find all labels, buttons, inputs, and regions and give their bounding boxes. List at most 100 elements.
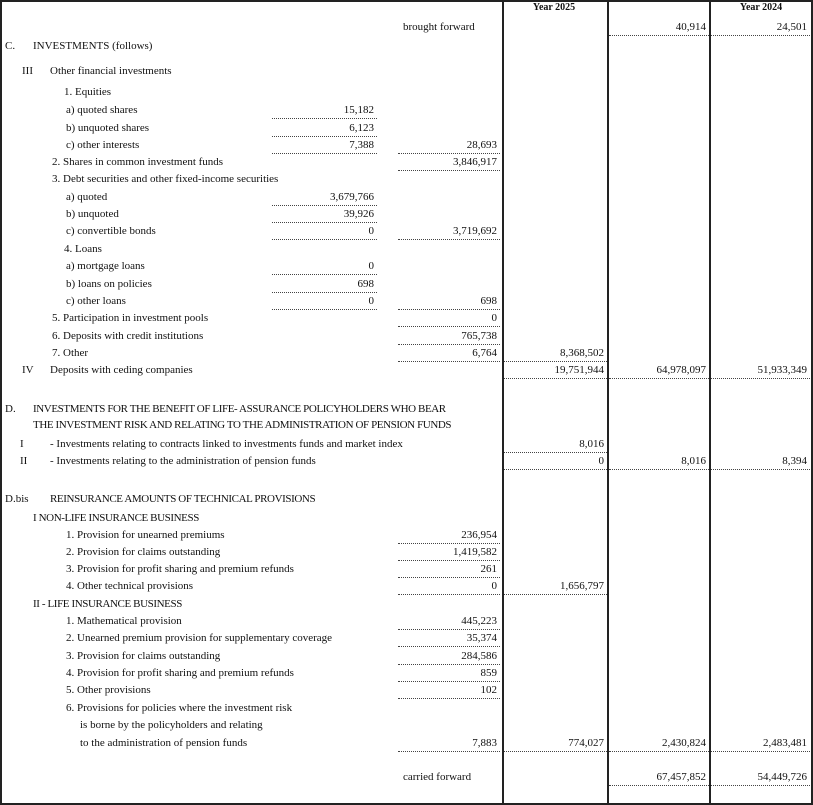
- row-label: 5. Other provisions: [66, 684, 151, 696]
- row-label: a) quoted: [66, 191, 108, 203]
- amount-b: 6,764: [398, 345, 500, 362]
- amount-a: 698: [272, 276, 377, 293]
- row-label: 2. Shares in common investment funds: [52, 156, 224, 168]
- row-label: carried forward: [403, 771, 472, 783]
- table-row: b) loans on policies 698: [0, 276, 813, 293]
- row-label: 1. Equities: [64, 86, 112, 98]
- table-row: 1. Provision for unearned premiums 236,95…: [0, 527, 813, 544]
- row-label: is borne by the policyholders and relati…: [80, 719, 263, 731]
- amount-a: 0: [272, 223, 377, 240]
- amount-b: 765,738: [398, 328, 500, 345]
- table-row: is borne by the policyholders and relati…: [0, 717, 813, 733]
- amount-d: 8,016: [609, 453, 709, 470]
- amount-b: 445,223: [398, 613, 500, 630]
- year-previous-header: Year 2024: [739, 2, 783, 13]
- table-row: THE INVESTMENT RISK AND RELATING TO THE …: [0, 417, 813, 433]
- amount-b: 28,693: [398, 137, 500, 154]
- row-number: III: [22, 65, 33, 77]
- amount-b: 698: [398, 293, 500, 310]
- row-number: II: [20, 455, 28, 467]
- table-row: 2. Provision for claims outstanding 1,419…: [0, 544, 813, 561]
- amount-b: 3,846,917: [398, 154, 500, 171]
- table-row: 5. Participation in investment pools 0: [0, 310, 813, 327]
- row-label: - Investments relating to contracts link…: [50, 438, 403, 450]
- row-label: Deposits with ceding companies: [50, 364, 193, 376]
- amount-b: 261: [398, 561, 500, 578]
- row-label: 6. Provisions for policies where the inv…: [66, 702, 293, 714]
- column-divider: [607, 0, 609, 805]
- row-label: b) unquoted shares: [66, 122, 150, 134]
- table-row: 4. Loans: [0, 241, 813, 257]
- amount-e: 24,501: [711, 19, 810, 36]
- row-label: 3. Debt securities and other fixed-incom…: [52, 173, 279, 185]
- row-label: 7. Other: [52, 347, 89, 359]
- amount-b: 1,419,582: [398, 544, 500, 561]
- amount-a: 6,123: [272, 120, 377, 137]
- row-number: IV: [22, 364, 34, 376]
- table-row: carried forward 67,457,852 54,449,726: [0, 769, 813, 786]
- table-row: 1. Mathematical provision 445,223: [0, 613, 813, 630]
- row-label: a) mortgage loans: [66, 260, 145, 272]
- table-row: C. INVESTMENTS (follows): [0, 38, 813, 54]
- table-row: II - LIFE INSURANCE BUSINESS: [0, 596, 813, 612]
- row-label: b) unquoted: [66, 208, 119, 220]
- table-row: a) mortgage loans 0: [0, 258, 813, 275]
- table-row: D. INVESTMENTS FOR THE BENEFIT OF LIFE- A…: [0, 401, 813, 417]
- table-row: I NON-LIFE INSURANCE BUSINESS: [0, 510, 813, 526]
- row-label: I NON-LIFE INSURANCE BUSINESS: [33, 512, 199, 524]
- amount-b: 236,954: [398, 527, 500, 544]
- row-label: 4. Other technical provisions: [66, 580, 194, 592]
- amount-e: 2,483,481: [711, 735, 810, 752]
- table-row: c) convertible bonds 0 3,719,692: [0, 223, 813, 240]
- table-row: II - Investments relating to the administ…: [0, 453, 813, 470]
- row-number: I: [20, 438, 24, 450]
- row-number: D.: [5, 403, 16, 415]
- amount-d: 2,430,824: [609, 735, 709, 752]
- row-label: REINSURANCE AMOUNTS OF TECHNICAL PROVISI…: [50, 493, 316, 505]
- row-label: 4. Loans: [64, 243, 102, 255]
- table-row: 4. Other technical provisions 0 1,656,797: [0, 578, 813, 595]
- row-label: Other financial investments: [50, 65, 172, 77]
- row-number: D.bis: [5, 493, 29, 505]
- amount-b: 0: [398, 578, 500, 595]
- table-row: IV Deposits with ceding companies 19,751,9…: [0, 362, 813, 379]
- amount-d: 67,457,852: [609, 769, 709, 786]
- amount-b: 859: [398, 665, 500, 682]
- row-label: II - LIFE INSURANCE BUSINESS: [33, 598, 182, 610]
- amount-a: 15,182: [272, 102, 377, 119]
- column-divider: [709, 0, 711, 805]
- row-label: c) convertible bonds: [66, 225, 156, 237]
- amount-e: 54,449,726: [711, 769, 810, 786]
- year-current-header: Year 2025: [532, 2, 576, 13]
- table-row: a) quoted 3,679,766: [0, 189, 813, 206]
- row-label: c) other interests: [66, 139, 140, 151]
- amount-b: 3,719,692: [398, 223, 500, 240]
- row-label: b) loans on policies: [66, 278, 152, 290]
- amount-b: 0: [398, 310, 500, 327]
- amount-b: 102: [398, 682, 500, 699]
- amount-e: 51,933,349: [711, 362, 810, 379]
- row-label: - Investments relating to the administra…: [50, 455, 316, 467]
- row-label: 2. Unearned premium provision for supple…: [66, 632, 333, 644]
- row-label: 3. Provision for claims outstanding: [66, 650, 221, 662]
- amount-a: 3,679,766: [272, 189, 377, 206]
- amount-c: 8,016: [504, 436, 607, 453]
- table-row: III Other financial investments: [0, 63, 813, 79]
- row-label: 6. Deposits with credit institutions: [52, 330, 204, 342]
- amount-e: 8,394: [711, 453, 810, 470]
- table-row: 2. Unearned premium provision for supple…: [0, 630, 813, 647]
- table-row: 4. Provision for profit sharing and prem…: [0, 665, 813, 682]
- table-row: 1. Equities: [0, 84, 813, 100]
- amount-b: 7,883: [398, 735, 500, 752]
- table-row: 3. Provision for profit sharing and prem…: [0, 561, 813, 578]
- amount-c: 19,751,944: [504, 362, 607, 379]
- table-row: 3. Debt securities and other fixed-incom…: [0, 171, 813, 187]
- amount-b: 284,586: [398, 648, 500, 665]
- table-row: 3. Provision for claims outstanding 284,5…: [0, 648, 813, 665]
- amount-c: 0: [504, 453, 607, 470]
- amount-a: 39,926: [272, 206, 377, 223]
- table-row: a) quoted shares 15,182: [0, 102, 813, 119]
- amount-d: 40,914: [609, 19, 709, 36]
- amount-d: 64,978,097: [609, 362, 709, 379]
- amount-c: 1,656,797: [504, 578, 607, 595]
